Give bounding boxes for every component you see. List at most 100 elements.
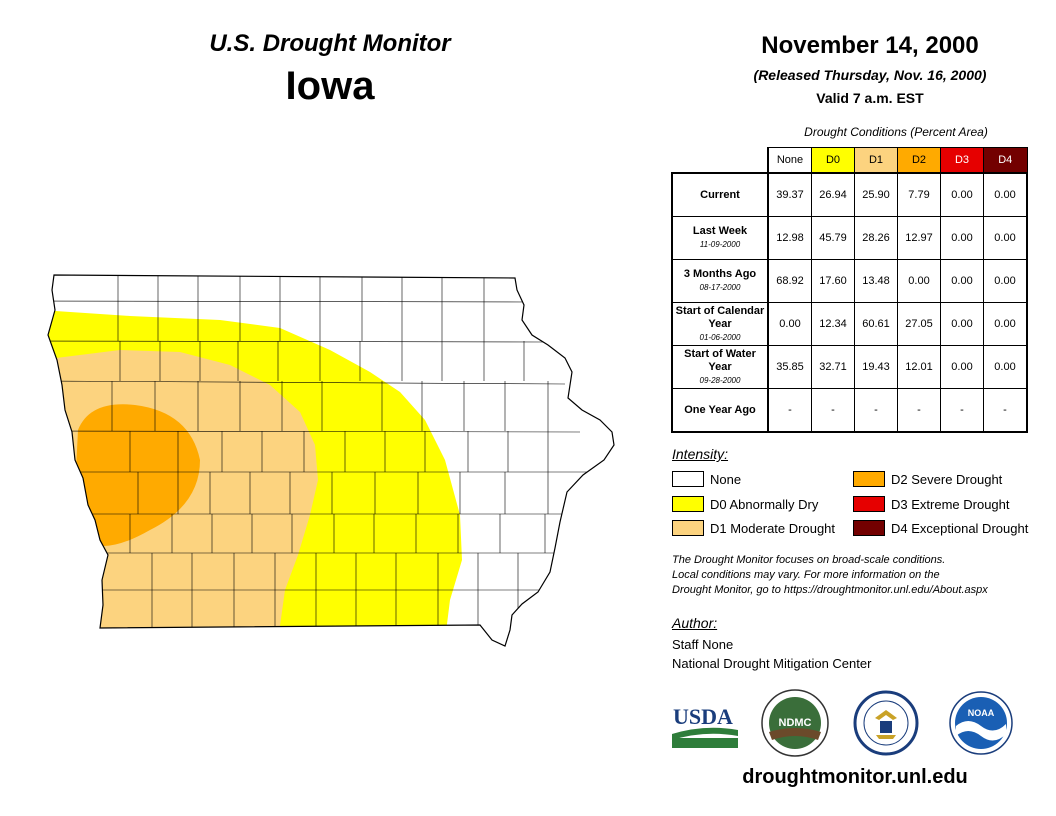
col-header-d2: D2 <box>897 147 941 174</box>
cell-value: 17.60 <box>811 259 855 303</box>
cell-value: 13.48 <box>854 259 898 303</box>
cell-value: 0.00 <box>940 216 984 260</box>
valid-time: Valid 7 a.m. EST <box>816 90 924 106</box>
legend-label: D2 Severe Drought <box>891 471 1003 487</box>
row-label: Last Week 11-09-2000 <box>671 216 769 260</box>
col-header-d1: D1 <box>854 147 898 174</box>
cell-value: 0.00 <box>983 345 1028 389</box>
disclaimer-line: Drought Monitor, go to https://droughtmo… <box>672 584 988 596</box>
cell-value: 0.00 <box>940 345 984 389</box>
county-lines <box>48 275 590 628</box>
cell-value: 0.00 <box>983 259 1028 303</box>
legend-item-none: None <box>672 470 741 488</box>
disclaimer-line: The Drought Monitor focuses on broad-sca… <box>672 554 946 566</box>
table-caption: Drought Conditions (Percent Area) <box>804 125 988 139</box>
iowa-outline <box>47 274 615 647</box>
cell-value: 32.71 <box>811 345 855 389</box>
legend-item-d3: D3 Extreme Drought <box>853 495 1010 513</box>
legend-heading: Intensity: <box>672 446 729 462</box>
row-date: 08-17-2000 <box>699 283 741 292</box>
cell-value: 0.00 <box>767 302 812 346</box>
legend-item-d4: D4 Exceptional Drought <box>853 519 1028 537</box>
cell-value: - <box>940 388 984 433</box>
cell-value: 0.00 <box>940 302 984 346</box>
legend-label: D1 Moderate Drought <box>710 520 836 536</box>
cell-value: 27.05 <box>897 302 941 346</box>
legend-swatch <box>853 471 885 487</box>
legend-item-d2: D2 Severe Drought <box>853 470 1002 488</box>
cell-value: 68.92 <box>767 259 812 303</box>
state-title: Iowa <box>285 64 375 108</box>
table-row: Start of Calendar Year 01-06-2000 0.00 12… <box>671 302 1028 346</box>
row-label: Start of Water Year 09-28-2000 <box>671 345 769 389</box>
author-heading: Author: <box>672 615 718 631</box>
row-date: 01-06-2000 <box>699 332 741 342</box>
legend-item-d1: D1 Moderate Drought <box>672 519 835 537</box>
table-header-row: None D0 D1 D2 D3 D4 <box>672 147 1028 174</box>
cell-value: 12.34 <box>811 302 855 346</box>
cell-value: 0.00 <box>940 259 984 303</box>
disclaimer-line: Local conditions may vary. For more info… <box>672 569 940 581</box>
svg-text:NDMC: NDMC <box>779 717 812 729</box>
cell-value: 0.00 <box>983 172 1028 217</box>
cell-value: - <box>854 388 898 433</box>
cell-value: 45.79 <box>811 216 855 260</box>
cell-value: 35.85 <box>767 345 812 389</box>
cell-value: 7.79 <box>897 172 941 217</box>
table-row: Current 39.37 26.94 25.90 7.79 0.00 0.00 <box>671 172 1028 217</box>
cell-value: 0.00 <box>940 172 984 217</box>
legend-swatch <box>672 471 704 487</box>
legend-swatch <box>853 496 885 512</box>
table-row: Last Week 11-09-2000 12.98 45.79 28.26 12… <box>671 216 1028 260</box>
svg-text:NOAA: NOAA <box>968 708 995 718</box>
table-corner <box>672 148 768 174</box>
product-title: U.S. Drought Monitor <box>209 30 451 57</box>
website-link[interactable]: droughtmonitor.unl.edu <box>742 766 968 788</box>
row-date: 09-28-2000 <box>699 375 741 385</box>
legend-label: D3 Extreme Drought <box>891 496 1010 512</box>
row-label: One Year Ago <box>671 388 769 433</box>
col-header-d0: D0 <box>811 147 855 174</box>
table-row: 3 Months Ago 08-17-2000 68.92 17.60 13.48… <box>671 259 1028 303</box>
legend-label: D0 Abnormally Dry <box>710 496 819 512</box>
author-name: Staff None <box>672 637 734 652</box>
cell-value: - <box>811 388 855 433</box>
cell-value: - <box>897 388 941 433</box>
cell-value: 12.01 <box>897 345 941 389</box>
legend-swatch <box>672 520 704 536</box>
cell-value: 19.43 <box>854 345 898 389</box>
drought-stats-table: None D0 D1 D2 D3 D4 Current 39.37 26.94 … <box>671 147 1028 433</box>
row-label: 3 Months Ago 08-17-2000 <box>671 259 769 303</box>
cell-value: 60.61 <box>854 302 898 346</box>
cell-value: 39.37 <box>767 172 812 217</box>
legend-label: D4 Exceptional Drought <box>891 520 1029 536</box>
disclaimer: The Drought Monitor focuses on broad-sca… <box>672 553 1052 598</box>
iowa-drought-map <box>47 274 615 647</box>
cell-value: 12.97 <box>897 216 941 260</box>
svg-text:USDA: USDA <box>673 704 733 729</box>
cell-value: 0.00 <box>983 216 1028 260</box>
row-date: 11-09-2000 <box>699 240 741 249</box>
row-label: Start of Calendar Year 01-06-2000 <box>671 302 769 346</box>
col-header-d3: D3 <box>940 147 984 174</box>
cell-value: 26.94 <box>811 172 855 217</box>
legend-swatch <box>853 520 885 536</box>
map-date: November 14, 2000 <box>761 32 979 59</box>
table-row: Start of Water Year 09-28-2000 35.85 32.7… <box>671 345 1028 389</box>
d2-zone <box>74 404 200 546</box>
row-label: Current <box>671 172 769 217</box>
cell-value: - <box>983 388 1028 433</box>
table-row: One Year Ago - - - - - - <box>671 388 1028 433</box>
col-header-d4: D4 <box>983 147 1028 174</box>
cell-value: - <box>767 388 812 433</box>
usda-logo: USDA <box>672 704 738 748</box>
author-org: National Drought Mitigation Center <box>672 656 872 671</box>
cell-value: 0.00 <box>983 302 1028 346</box>
cell-value: 12.98 <box>767 216 812 260</box>
legend-label: None <box>710 471 742 487</box>
legend-swatch <box>672 496 704 512</box>
col-header-none: None <box>767 147 812 174</box>
cell-value: 25.90 <box>854 172 898 217</box>
noaa-logo: NOAA <box>949 691 1013 755</box>
cell-value: 0.00 <box>897 259 941 303</box>
